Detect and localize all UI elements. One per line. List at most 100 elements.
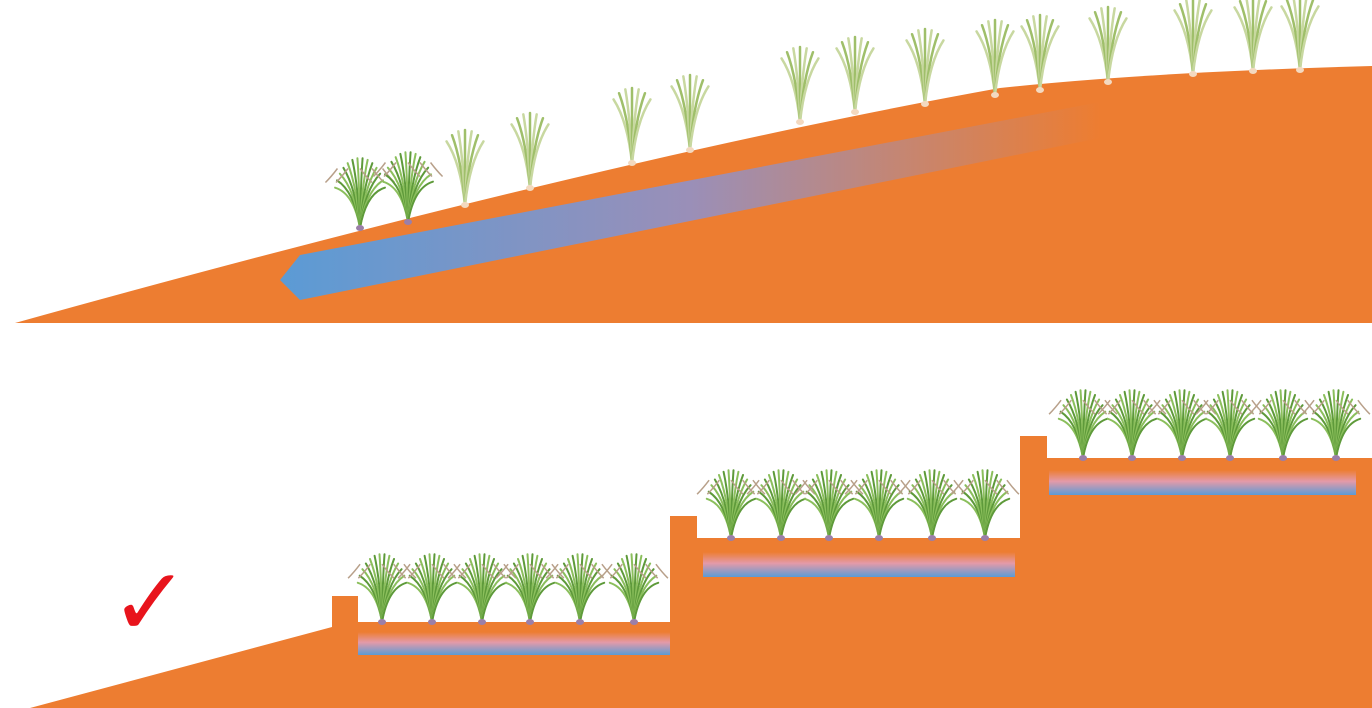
seed-head (943, 479, 957, 495)
seed-head (655, 563, 669, 579)
root (875, 535, 883, 541)
leaf (1229, 417, 1256, 459)
root (928, 535, 936, 541)
seed-head (335, 168, 349, 184)
seed-head (746, 479, 760, 495)
root (1226, 455, 1234, 461)
seed-head (431, 563, 445, 579)
root (921, 101, 929, 107)
root (1079, 455, 1087, 461)
seed-head (359, 168, 373, 184)
plant (1147, 389, 1217, 461)
seed-head (403, 563, 417, 579)
terraced-field (30, 436, 1372, 708)
plant (1195, 389, 1265, 461)
plant (445, 128, 485, 208)
seed-head (1335, 399, 1349, 415)
root (478, 619, 486, 625)
root (777, 535, 785, 541)
plant (510, 111, 550, 191)
leaf (923, 39, 945, 106)
plant (495, 553, 565, 625)
plant (975, 18, 1015, 98)
plant (447, 553, 517, 625)
seed-head (742, 479, 756, 495)
leaf (688, 85, 710, 152)
seed-head (383, 162, 397, 178)
plant (397, 553, 467, 625)
root (1128, 455, 1136, 461)
root (526, 619, 534, 625)
seed-head (1107, 399, 1121, 415)
water-layer (358, 632, 670, 655)
seed-head (541, 563, 555, 579)
seed-head (1195, 399, 1209, 415)
plant (835, 35, 875, 115)
root (1332, 455, 1340, 461)
seed-head (419, 162, 433, 178)
root (727, 535, 735, 541)
seed-head (840, 479, 854, 495)
leaf (528, 123, 550, 190)
seed-head (854, 479, 868, 495)
seed-head (357, 563, 371, 579)
seed-head (1006, 479, 1020, 495)
root (576, 619, 584, 625)
plant (1088, 5, 1128, 85)
seed-head (1347, 399, 1361, 415)
seed-head (457, 563, 471, 579)
plant (612, 86, 652, 166)
seed-head (1094, 399, 1108, 415)
seed-head (393, 563, 407, 579)
seed-head (1097, 399, 1111, 415)
seed-head (1058, 399, 1072, 415)
plant (950, 469, 1020, 541)
root (686, 147, 694, 153)
plant (844, 469, 914, 541)
seed-head (633, 563, 647, 579)
root (356, 225, 364, 231)
leaf (407, 180, 434, 223)
leaf (431, 581, 458, 623)
seed-head (804, 479, 818, 495)
leaf (481, 581, 508, 623)
seed-head (1229, 399, 1243, 415)
seed-head (503, 563, 517, 579)
seed-head (555, 563, 569, 579)
plant (1233, 0, 1273, 74)
root (1178, 455, 1186, 461)
root (991, 92, 999, 98)
seed-head (609, 563, 623, 579)
seed-head (481, 563, 495, 579)
seed-head (780, 479, 794, 495)
seed-head (495, 563, 509, 579)
seed-head (551, 563, 565, 579)
seed-head (1131, 399, 1145, 415)
leaf (1131, 417, 1158, 459)
leaf (984, 497, 1011, 539)
seed-head (1157, 399, 1171, 415)
seed-head (407, 563, 421, 579)
leaf (1335, 417, 1362, 459)
root (796, 119, 804, 125)
seed-head (706, 479, 720, 495)
seed-head (1282, 399, 1296, 415)
leaf (381, 581, 408, 623)
seed-head (878, 479, 892, 495)
root (851, 109, 859, 115)
root (1249, 68, 1257, 74)
seed-head (792, 479, 806, 495)
plant (347, 553, 417, 625)
leaf (1251, 6, 1273, 73)
seed-head (1258, 399, 1272, 415)
seed-head (950, 479, 964, 495)
leaf (853, 47, 875, 114)
plant (670, 73, 710, 153)
plant (1301, 389, 1371, 461)
seed-head (407, 162, 421, 178)
seed-head (1301, 399, 1315, 415)
seed-head (931, 479, 945, 495)
plant (905, 27, 945, 107)
seed-head (579, 563, 593, 579)
